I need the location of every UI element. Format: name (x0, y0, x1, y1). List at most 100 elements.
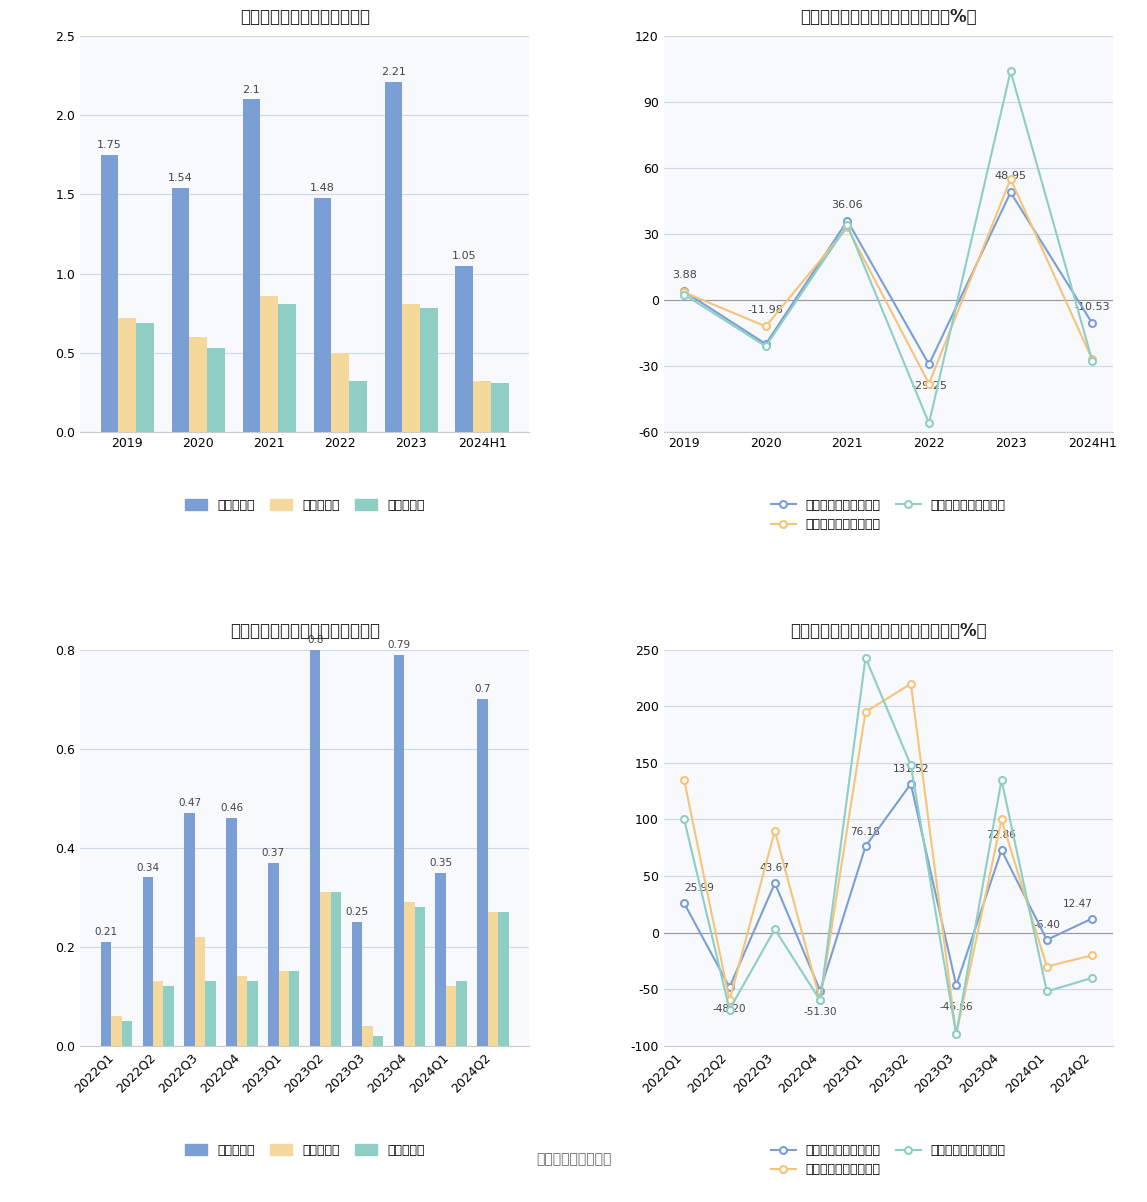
扣非净利润同比增长率 (841, 218, 855, 232)
营业总收入同比增长率 (994, 843, 1008, 857)
归母净利润同比增长率 (904, 677, 918, 691)
Bar (101, 155, 118, 432)
Bar (491, 383, 509, 432)
Bar (320, 892, 330, 1046)
归母净利润同比增长率 (677, 773, 690, 787)
营业总收入同比增长率 (759, 337, 773, 351)
Bar (384, 82, 403, 432)
Legend: 营业总收入, 归母净利润, 扣非净利润: 营业总收入, 归母净利润, 扣非净利润 (180, 494, 430, 517)
Bar (414, 908, 426, 1046)
Text: 2.21: 2.21 (381, 67, 406, 77)
扣非净利润同比增长率 (922, 416, 936, 430)
Text: 0.8: 0.8 (307, 635, 323, 644)
Text: 76.18: 76.18 (851, 827, 881, 837)
Text: 1.05: 1.05 (452, 251, 477, 261)
扣非净利润同比增长率 (723, 1002, 736, 1017)
Bar (330, 892, 342, 1046)
Text: 0.25: 0.25 (345, 908, 368, 917)
扣非净利润同比增长率 (1040, 984, 1054, 999)
营业总收入同比增长率 (768, 876, 782, 891)
Bar (243, 100, 260, 432)
Legend: 营业总收入, 归母净利润, 扣非净利润: 营业总收入, 归母净利润, 扣非净利润 (180, 1139, 430, 1162)
归母净利润同比增长率 (677, 285, 690, 299)
归母净利润同比增长率 (1040, 959, 1054, 974)
归母净利润同比增长率 (922, 376, 936, 391)
Bar (349, 381, 367, 432)
归母净利润同比增长率 (841, 220, 855, 234)
Text: 0.37: 0.37 (262, 847, 284, 858)
Text: -10.53: -10.53 (1075, 302, 1110, 313)
Bar (226, 819, 236, 1046)
营业总收入同比增长率 (1040, 933, 1054, 947)
营业总收入同比增长率 (1004, 185, 1017, 200)
Text: 43.67: 43.67 (760, 863, 790, 874)
Text: -11.98: -11.98 (748, 305, 783, 315)
Text: 2.1: 2.1 (243, 84, 260, 95)
Text: 0.34: 0.34 (136, 863, 159, 873)
扣非净利润同比增长率 (759, 339, 773, 353)
扣非净利润同比增长率 (950, 1028, 963, 1042)
Bar (457, 981, 467, 1046)
归母净利润同比增长率 (859, 704, 873, 719)
Bar (208, 349, 225, 432)
归母净利润同比增长率 (813, 993, 827, 1007)
Text: 0.35: 0.35 (429, 857, 452, 868)
扣非净利润同比增长率 (768, 922, 782, 936)
Bar (420, 309, 438, 432)
Text: 0.79: 0.79 (388, 639, 411, 650)
Bar (393, 655, 404, 1046)
Bar (403, 304, 420, 432)
营业总收入同比增长率 (1085, 316, 1099, 331)
Bar (352, 922, 362, 1046)
Text: -48.20: -48.20 (712, 1004, 747, 1013)
Bar (164, 987, 174, 1046)
Line: 归母净利润同比增长率: 归母净利润同比增长率 (680, 175, 1095, 387)
Text: 数据来源：恒生聚源: 数据来源：恒生聚源 (536, 1152, 611, 1166)
Bar (189, 337, 208, 432)
营业总收入同比增长率 (723, 980, 736, 994)
Bar (436, 873, 446, 1046)
归母净利润同比增长率 (1085, 948, 1099, 963)
Text: 36.06: 36.06 (832, 200, 864, 209)
归母净利润同比增长率 (768, 823, 782, 838)
Bar (260, 296, 278, 432)
Title: 历年营收、净利同比增长率情况（%）: 历年营收、净利同比增长率情况（%） (799, 8, 976, 26)
Legend: 营业总收入同比增长率, 归母净利润同比增长率, 扣非净利润同比增长率: 营业总收入同比增长率, 归母净利润同比增长率, 扣非净利润同比增长率 (766, 494, 1011, 536)
Text: 25.99: 25.99 (684, 883, 715, 893)
Text: 1.48: 1.48 (310, 183, 335, 192)
Line: 营业总收入同比增长率: 营业总收入同比增长率 (680, 189, 1095, 368)
营业总收入同比增长率 (677, 895, 690, 910)
归母净利润同比增长率 (1085, 352, 1099, 367)
Line: 归母净利润同比增长率: 归母净利润同比增长率 (680, 680, 1095, 1037)
归母净利润同比增长率 (950, 1028, 963, 1042)
Text: -51.30: -51.30 (803, 1007, 837, 1017)
Bar (279, 971, 289, 1046)
Bar (205, 981, 216, 1046)
营业总收入同比增长率 (677, 285, 690, 299)
扣非净利润同比增长率 (677, 813, 690, 827)
Bar (455, 266, 474, 432)
扣非净利润同比增长率 (859, 650, 873, 665)
扣非净利润同比增长率 (1085, 353, 1099, 368)
Text: 12.47: 12.47 (1062, 899, 1092, 909)
Bar (278, 304, 296, 432)
Bar (498, 912, 509, 1046)
Bar (331, 353, 349, 432)
Bar (373, 1036, 383, 1046)
营业总收入同比增长率 (859, 839, 873, 853)
Bar (268, 863, 279, 1046)
Text: 3.88: 3.88 (672, 270, 696, 280)
Bar (362, 1027, 373, 1046)
Bar (136, 322, 154, 432)
Text: 48.95: 48.95 (994, 171, 1027, 182)
Bar (122, 1020, 132, 1046)
扣非净利润同比增长率 (677, 287, 690, 302)
归母净利润同比增长率 (1004, 172, 1017, 186)
Bar (477, 700, 487, 1046)
Line: 扣非净利润同比增长率: 扣非净利润同比增长率 (680, 654, 1095, 1037)
扣非净利润同比增长率 (904, 758, 918, 773)
Text: -46.66: -46.66 (939, 1002, 973, 1012)
Bar (236, 976, 247, 1046)
Text: 72.86: 72.86 (986, 831, 1016, 840)
扣非净利润同比增长率 (1085, 971, 1099, 986)
